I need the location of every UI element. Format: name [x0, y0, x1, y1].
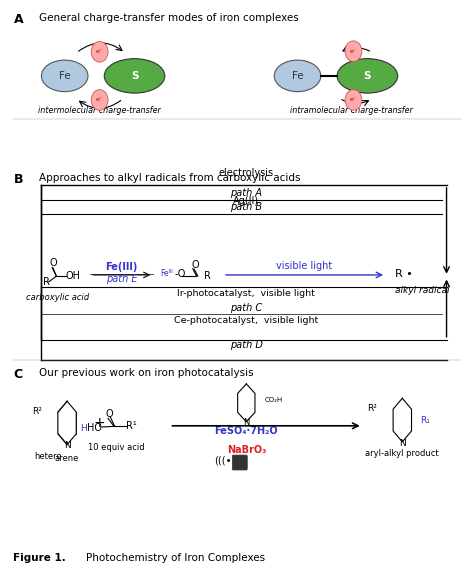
Circle shape	[345, 90, 362, 111]
Text: alkyl radical: alkyl radical	[395, 286, 450, 296]
Ellipse shape	[337, 59, 398, 93]
Text: Fe: Fe	[59, 71, 71, 81]
Text: path B: path B	[230, 203, 263, 212]
Text: e⁻: e⁻	[350, 97, 357, 102]
Text: N: N	[399, 438, 406, 448]
Text: Fe: Fe	[292, 71, 303, 81]
Circle shape	[91, 90, 108, 111]
Text: electrolysis: electrolysis	[219, 168, 274, 178]
Ellipse shape	[104, 59, 165, 93]
Text: -O: -O	[174, 269, 185, 279]
Text: +: +	[94, 416, 105, 430]
Text: General charge-transfer modes of iron complexes: General charge-transfer modes of iron co…	[39, 13, 299, 23]
Text: path A: path A	[230, 188, 262, 198]
Text: NaBrO₃: NaBrO₃	[227, 445, 266, 455]
Text: Fe: Fe	[160, 269, 169, 278]
Text: O: O	[105, 409, 113, 420]
Text: O: O	[191, 260, 199, 269]
Text: FeSO₄·7H₂O: FeSO₄·7H₂O	[215, 426, 278, 436]
Text: Figure 1.: Figure 1.	[13, 553, 70, 563]
Text: Ce-photocatalyst,  visible light: Ce-photocatalyst, visible light	[174, 315, 319, 325]
Text: CO₂H: CO₂H	[265, 397, 283, 403]
Text: 10 equiv acid: 10 equiv acid	[88, 443, 144, 452]
Text: Approaches to alkyl radicals from carboxylic acids: Approaches to alkyl radicals from carbox…	[39, 173, 301, 183]
Text: R¹: R¹	[126, 421, 137, 431]
Text: carboxylic acid: carboxylic acid	[26, 293, 89, 302]
Text: Fe(III): Fe(III)	[105, 262, 138, 272]
Text: Photochemistry of Iron Complexes: Photochemistry of Iron Complexes	[86, 553, 265, 563]
Circle shape	[91, 41, 108, 62]
Text: C: C	[13, 368, 23, 381]
Text: intramolecular charge-transfer: intramolecular charge-transfer	[290, 107, 412, 115]
Text: intermolecular charge-transfer: intermolecular charge-transfer	[38, 107, 161, 115]
Text: R²: R²	[32, 407, 42, 416]
Text: B: B	[13, 173, 23, 186]
FancyBboxPatch shape	[232, 455, 247, 470]
Text: R: R	[204, 271, 211, 281]
Text: S: S	[131, 71, 138, 81]
Text: e⁻: e⁻	[96, 97, 103, 102]
Text: S: S	[364, 71, 371, 81]
Text: hetero: hetero	[35, 452, 62, 460]
Text: R: R	[43, 277, 49, 287]
Text: OH: OH	[65, 271, 81, 281]
Text: aryl-alkyl product: aryl-alkyl product	[365, 449, 439, 458]
Text: e⁻: e⁻	[350, 49, 357, 54]
Text: e⁻: e⁻	[96, 49, 103, 54]
Text: path E: path E	[106, 274, 137, 284]
Ellipse shape	[274, 60, 321, 91]
Text: III: III	[169, 269, 173, 274]
Text: R₁: R₁	[420, 416, 430, 425]
Text: R²: R²	[367, 404, 377, 413]
Text: Ag(II): Ag(II)	[233, 196, 259, 206]
Text: visible light: visible light	[276, 261, 333, 271]
Text: A: A	[13, 13, 23, 26]
Text: path D: path D	[230, 340, 263, 350]
Text: O: O	[49, 258, 57, 268]
Text: R •: R •	[395, 269, 413, 279]
Text: HO: HO	[87, 423, 102, 432]
Text: H: H	[80, 424, 87, 433]
Text: arene: arene	[55, 455, 79, 463]
Text: Our previous work on iron photocatalysis: Our previous work on iron photocatalysis	[39, 368, 254, 378]
Ellipse shape	[41, 60, 88, 91]
Text: Ir-photocatalyst,  visible light: Ir-photocatalyst, visible light	[177, 289, 315, 298]
Circle shape	[345, 41, 362, 62]
Text: path C: path C	[230, 303, 263, 313]
Text: N: N	[243, 418, 249, 427]
Text: N: N	[64, 441, 71, 450]
Text: (((•: (((•	[214, 455, 232, 465]
